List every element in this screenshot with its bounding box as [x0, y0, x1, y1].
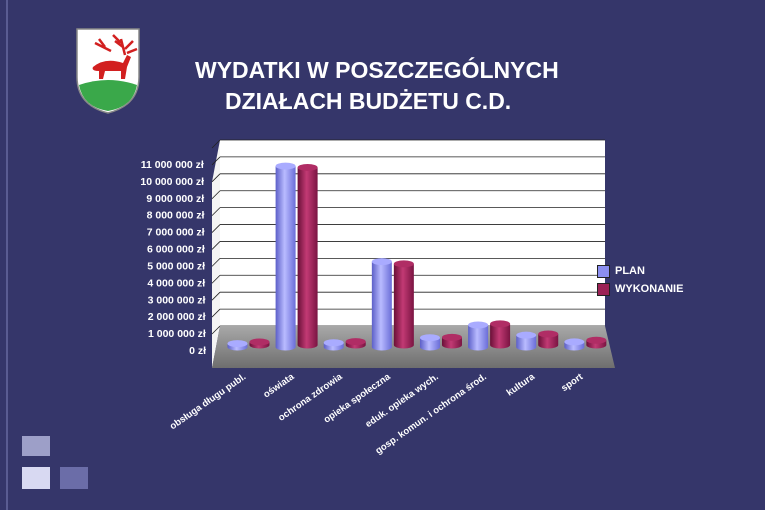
y-tick-label: 9 000 000 zł: [146, 193, 204, 205]
coat-of-arms-icon: [76, 28, 140, 114]
y-tick-label: 1 000 000 zł: [148, 328, 206, 340]
deco-square: [22, 436, 50, 456]
gridline-side: [211, 274, 221, 284]
bar-wykonanie: [586, 336, 607, 349]
x-tick-label: obsługa długu publ.: [168, 371, 248, 432]
bar-wykonanie: [297, 163, 318, 349]
bar-plan: [371, 258, 392, 351]
bar-plan: [516, 331, 537, 351]
bar-plan: [227, 340, 248, 351]
x-tick-label: kultura: [505, 371, 538, 399]
gridline-side: [211, 156, 221, 166]
bar-plan: [564, 338, 585, 351]
chart-legend: PLAN WYKONANIE: [597, 262, 683, 298]
legend-label-wykonanie: WYKONANIE: [615, 283, 684, 295]
y-tick-label: 11 000 000 zł: [141, 159, 204, 171]
y-tick-label: 6 000 000 zł: [147, 244, 205, 256]
bar-wykonanie: [345, 338, 366, 349]
bar-wykonanie: [393, 260, 414, 349]
y-tick-label: 0 zł: [189, 345, 206, 357]
y-tick-label: 5 000 000 zł: [147, 260, 205, 272]
legend-item-plan: PLAN: [597, 262, 683, 280]
bar-wykonanie: [490, 320, 511, 349]
gridline-side: [211, 325, 221, 335]
y-tick-label: 4 000 000 zł: [147, 277, 205, 289]
gridline-side: [211, 258, 221, 267]
legend-label-plan: PLAN: [615, 265, 645, 277]
gridline-side: [211, 190, 221, 200]
gridline-side: [211, 291, 221, 301]
legend-swatch-plan: [597, 264, 610, 278]
page-title: WYDATKI W POSZCZEGÓLNYCH DZIAŁACH BUDŻET…: [195, 55, 665, 117]
bar-wykonanie: [441, 333, 462, 349]
deco-square: [60, 467, 88, 489]
bar-wykonanie: [538, 330, 559, 349]
bar-plan: [323, 339, 344, 351]
gridline-side: [211, 139, 221, 149]
bar-plan: [275, 162, 296, 351]
y-tick-label: 7 000 000 zł: [147, 227, 205, 239]
title-line-2: DZIAŁACH BUDŻETU C.D.: [225, 88, 512, 114]
gridline-side: [211, 173, 221, 183]
y-tick-label: 10 000 000 zł: [140, 176, 204, 188]
legend-swatch-wykonanie: [597, 282, 610, 296]
bar-wykonanie: [249, 338, 270, 349]
left-rule: [6, 0, 8, 510]
gridline-side: [211, 224, 221, 233]
bar-plan: [468, 321, 489, 351]
gridline-side: [211, 241, 221, 250]
deco-square: [22, 467, 50, 489]
y-tick-label: 2 000 000 zł: [148, 311, 206, 323]
x-tick-label: sport: [559, 371, 585, 394]
gridline-side: [211, 207, 221, 216]
title-line-1: WYDATKI W POSZCZEGÓLNYCH: [195, 57, 559, 83]
legend-item-wykonanie: WYKONANIE: [597, 280, 683, 298]
y-tick-label: 8 000 000 zł: [147, 210, 205, 222]
x-tick-label: oświata: [261, 371, 296, 400]
gridline-side: [211, 308, 221, 318]
bar-plan: [419, 334, 440, 351]
y-tick-label: 3 000 000 zł: [148, 294, 206, 306]
